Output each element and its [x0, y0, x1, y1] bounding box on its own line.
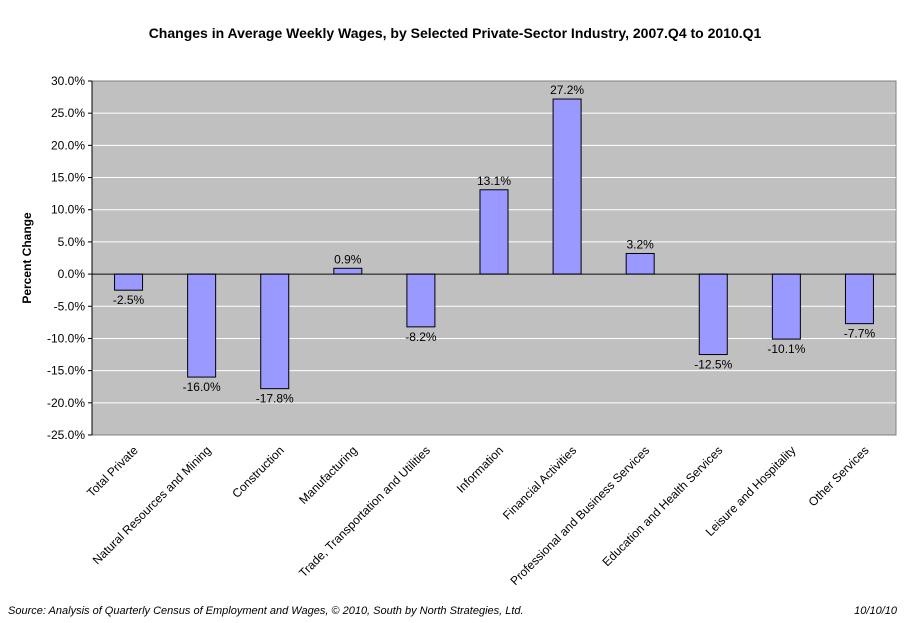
date-stamp: 10/10/10: [854, 605, 897, 617]
data-label: -12.5%: [694, 358, 732, 372]
data-label: 13.1%: [477, 174, 511, 188]
y-tick-label: -5.0%: [54, 299, 86, 313]
y-tick-label: -20.0%: [47, 396, 85, 410]
x-tick-label: Manufacturing: [296, 443, 360, 507]
source-note: Source: Analysis of Quarterly Census of …: [8, 605, 524, 617]
data-label: -7.7%: [844, 327, 876, 341]
bar: [698, 273, 728, 356]
bar: [406, 273, 436, 328]
bar: [771, 273, 801, 340]
y-tick-label: 20.0%: [51, 138, 85, 152]
data-label: 0.9%: [334, 252, 362, 266]
data-label: -2.5%: [113, 293, 145, 307]
x-tick-label: Information: [454, 443, 506, 495]
y-tick-label: 15.0%: [51, 171, 85, 185]
x-tick-label: Other Services: [806, 443, 872, 509]
x-tick-label: Construction: [229, 443, 287, 501]
data-labels: -2.5% -16.0% -17.8% 0.9% -8.2% 13.1% 27.2% 3.2%…: [113, 83, 876, 406]
x-tick-label: Natural Resources and Mining: [90, 443, 214, 567]
y-tick-label: -25.0%: [47, 428, 85, 442]
y-tick-label: 10.0%: [51, 203, 85, 217]
bar: [552, 98, 582, 275]
bar: [844, 273, 874, 325]
x-tick-label: Trade, Transportation and Utilities: [296, 443, 433, 580]
chart-title: Changes in Average Weekly Wages, by Sele…: [149, 25, 762, 41]
y-axis-ticks: 30.0% 25.0% 20.0% 15.0% 10.0% 5.0% 0.0% -5.0% -1…: [47, 74, 93, 442]
data-label: 27.2%: [550, 83, 584, 97]
data-label: 3.2%: [627, 237, 655, 251]
x-tick-label: Education and Health Services: [599, 443, 725, 569]
y-tick-label: -10.0%: [47, 331, 85, 345]
x-tick-label: Financial Activities: [500, 443, 579, 522]
y-tick-label: 25.0%: [51, 106, 85, 120]
data-label: -16.0%: [183, 380, 221, 394]
bar: [187, 273, 217, 378]
y-tick-label: 5.0%: [58, 235, 86, 249]
y-axis-label: Percent Change: [20, 212, 34, 304]
bar: [479, 189, 509, 275]
x-tick-label: Total Private: [84, 443, 141, 500]
data-label: -8.2%: [405, 330, 437, 344]
bar: [333, 267, 363, 275]
bar: [625, 252, 655, 275]
data-label: -17.8%: [256, 392, 294, 406]
bar: [114, 273, 144, 291]
bars: [114, 98, 874, 390]
x-tick-label: Professional and Business Services: [508, 443, 653, 588]
bar: [260, 273, 290, 390]
data-label: -10.1%: [767, 342, 805, 356]
y-tick-label: 0.0%: [58, 267, 86, 281]
y-tick-label: 30.0%: [51, 74, 85, 88]
y-tick-label: -15.0%: [47, 364, 85, 378]
